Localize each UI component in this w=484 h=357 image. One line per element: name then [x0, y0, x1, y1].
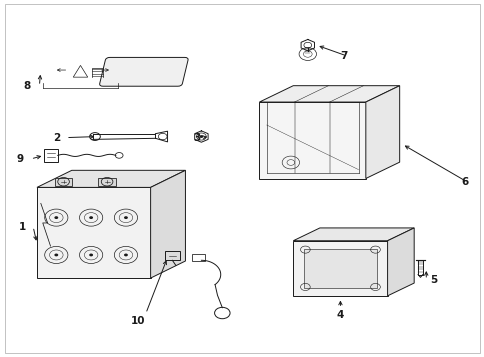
FancyBboxPatch shape — [99, 57, 188, 86]
Circle shape — [89, 253, 93, 256]
Polygon shape — [37, 170, 185, 187]
Polygon shape — [259, 102, 365, 178]
Polygon shape — [151, 170, 185, 278]
Text: 7: 7 — [340, 51, 347, 61]
Circle shape — [124, 253, 128, 256]
Text: 1: 1 — [19, 221, 26, 231]
Bar — [98, 178, 116, 186]
Text: 9: 9 — [16, 154, 24, 164]
Polygon shape — [387, 228, 413, 296]
Text: 4: 4 — [336, 310, 344, 321]
Polygon shape — [365, 86, 399, 178]
Circle shape — [89, 216, 93, 219]
Bar — [165, 251, 179, 260]
Circle shape — [54, 216, 58, 219]
Polygon shape — [293, 228, 413, 241]
Bar — [191, 254, 205, 261]
Text: 5: 5 — [429, 275, 436, 285]
Bar — [55, 178, 72, 186]
Polygon shape — [259, 86, 399, 102]
Circle shape — [54, 253, 58, 256]
Text: 6: 6 — [460, 177, 468, 187]
Circle shape — [124, 216, 128, 219]
Polygon shape — [37, 187, 151, 278]
Bar — [303, 248, 376, 288]
Circle shape — [199, 135, 203, 138]
Text: 2: 2 — [53, 132, 60, 142]
Bar — [44, 149, 58, 162]
Text: 3: 3 — [193, 132, 200, 142]
Polygon shape — [293, 241, 387, 296]
Text: 10: 10 — [131, 316, 146, 326]
Text: 8: 8 — [24, 81, 31, 91]
